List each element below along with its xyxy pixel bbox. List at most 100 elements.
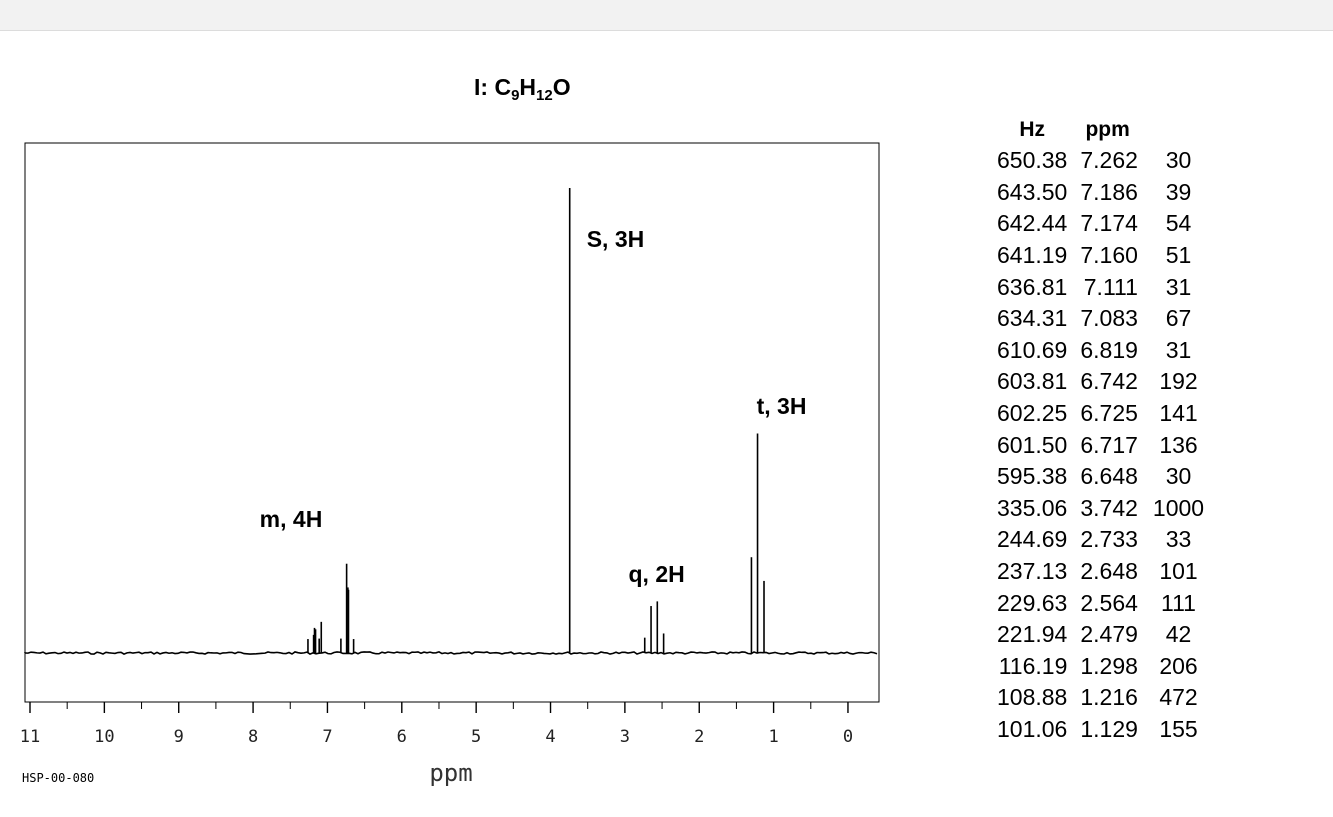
table-row: 237.13 2.648 101	[992, 556, 1209, 588]
table-row: 244.69 2.733 33	[992, 524, 1209, 556]
intensity-cell: 192	[1159, 368, 1198, 395]
chart-title: I: C9H12O	[474, 74, 571, 104]
hz-cell: 237.13	[997, 558, 1068, 585]
ppm-cell: 3.742	[1080, 494, 1138, 521]
ppm-cell: 1.216	[1080, 684, 1138, 711]
ppm-cell: 7.083	[1080, 305, 1138, 332]
nmr-spectrum-chart: 11 10 9 8 7 6 5 4 3 2 1 0 m, 4HS, 3Hq, 2Ht, 3H ppm …	[20, 142, 880, 787]
hz-cell: 602.25	[997, 400, 1068, 427]
ppm-cell: 2.564	[1080, 589, 1138, 616]
intensity-cell: 39	[1165, 178, 1192, 205]
intensity-cell: 42	[1165, 621, 1192, 648]
x-tick-label: 9	[174, 727, 184, 747]
table-row: 595.38 6.648 30	[992, 461, 1209, 493]
hz-cell: 601.50	[997, 431, 1068, 458]
ppm-cell: 6.742	[1080, 368, 1138, 395]
table-row: 642.44 7.174 54	[992, 208, 1209, 240]
hz-cell: 642.44	[997, 210, 1068, 237]
x-axis-label: ppm	[429, 759, 472, 787]
ppm-cell: 6.648	[1080, 463, 1138, 490]
hz-cell: 108.88	[997, 684, 1068, 711]
ppm-cell: 1.129	[1080, 715, 1138, 742]
header-hz: Hz	[1019, 117, 1046, 141]
table-row: 601.50 6.717 136	[992, 429, 1209, 461]
table-row: 650.38 7.262 30	[992, 145, 1209, 177]
ppm-cell: 2.479	[1080, 621, 1138, 648]
table-row: 634.31 7.083 67	[992, 303, 1209, 335]
table-row: 108.88 1.216 472	[992, 682, 1209, 714]
table-row: 221.94 2.479 42	[992, 619, 1209, 651]
ppm-cell: 7.174	[1080, 210, 1138, 237]
ppm-cell: 2.733	[1080, 526, 1138, 553]
intensity-cell: 101	[1159, 558, 1198, 585]
intensity-cell: 51	[1165, 242, 1192, 269]
header-ppm: ppm	[1085, 117, 1130, 141]
hz-cell: 603.81	[997, 368, 1068, 395]
x-tick-label: 3	[620, 727, 630, 747]
multiplet-label: m, 4H	[260, 506, 323, 532]
intensity-cell: 141	[1159, 400, 1198, 427]
intensity-cell: 30	[1165, 463, 1192, 490]
hz-cell: 650.38	[997, 147, 1068, 174]
table-row: 335.06 3.742 1000	[992, 493, 1209, 525]
table-row: 643.50 7.186 39	[992, 177, 1209, 209]
intensity-cell: 33	[1165, 526, 1192, 553]
hz-cell: 643.50	[997, 178, 1068, 205]
ppm-cell: 1.298	[1080, 652, 1138, 679]
hz-cell: 229.63	[997, 589, 1068, 616]
x-tick-label: 10	[94, 727, 114, 747]
x-tick-label: 1	[768, 727, 778, 747]
intensity-cell: 1000	[1152, 494, 1205, 521]
ppm-cell: 7.186	[1080, 178, 1138, 205]
hz-cell: 634.31	[997, 305, 1068, 332]
ppm-cell: 6.819	[1080, 336, 1138, 363]
table-row: 603.81 6.742 192	[992, 366, 1209, 398]
peaks	[307, 188, 765, 653]
table-row: 610.69 6.819 31	[992, 335, 1209, 367]
ppm-cell: 2.648	[1080, 558, 1138, 585]
hz-cell: 116.19	[998, 652, 1068, 679]
intensity-cell: 111	[1161, 589, 1196, 616]
x-tick-label: 11	[20, 727, 40, 747]
multiplet-label: q, 2H	[629, 561, 685, 587]
peak-table-header: Hz ppm	[992, 114, 1209, 145]
header-intensity	[1143, 114, 1209, 145]
hz-cell: 244.69	[997, 526, 1068, 553]
hz-cell: 641.19	[997, 242, 1068, 269]
intensity-cell: 67	[1165, 305, 1192, 332]
table-row: 101.06 1.129 155	[992, 714, 1209, 746]
intensity-cell: 31	[1165, 273, 1192, 300]
x-tick-label: 2	[694, 727, 704, 747]
peak-list-table: Hz ppm 650.38 7.262 30 643.50 7.186 39 642.44 7…	[992, 114, 1209, 745]
spectrum-baseline	[24, 651, 878, 655]
hz-cell: 101.06	[997, 715, 1068, 742]
hz-cell: 595.38	[997, 463, 1068, 490]
intensity-cell: 472	[1159, 684, 1198, 711]
x-tick-label: 0	[843, 727, 853, 747]
ppm-cell: 6.725	[1080, 400, 1138, 427]
intensity-cell: 155	[1159, 715, 1198, 742]
multiplet-labels: m, 4H S, 3H q, 2H t, 3H	[260, 226, 807, 587]
intensity-cell: 54	[1165, 210, 1192, 237]
table-row: 602.25 6.725 141	[992, 398, 1209, 430]
x-tick-label: 4	[545, 727, 555, 747]
x-tick-label: 5	[471, 727, 481, 747]
hz-cell: 221.94	[997, 621, 1068, 648]
intensity-cell: 31	[1165, 336, 1192, 363]
sample-id: HSP-00-080	[22, 771, 94, 785]
intensity-cell: 30	[1165, 147, 1192, 174]
hz-cell: 636.81	[997, 273, 1068, 300]
multiplet-label: S, 3H	[587, 226, 645, 252]
x-tick-label: 6	[397, 727, 407, 747]
hz-cell: 610.69	[997, 336, 1068, 363]
table-row: 636.81 7.111 31	[992, 271, 1209, 303]
table-row: 229.63 2.564 111	[992, 587, 1209, 619]
table-row: 641.19 7.160 51	[992, 240, 1209, 272]
intensity-cell: 206	[1159, 652, 1198, 679]
table-row: 116.19 1.298 206	[992, 651, 1209, 683]
x-tick-label: 8	[248, 727, 258, 747]
peak-table-body: 650.38 7.262 30 643.50 7.186 39 642.44 7.174 54 6…	[992, 145, 1209, 745]
x-tick-label: 7	[322, 727, 332, 747]
top-toolbar-strip	[0, 0, 1333, 31]
ppm-cell: 7.111	[1083, 273, 1138, 300]
